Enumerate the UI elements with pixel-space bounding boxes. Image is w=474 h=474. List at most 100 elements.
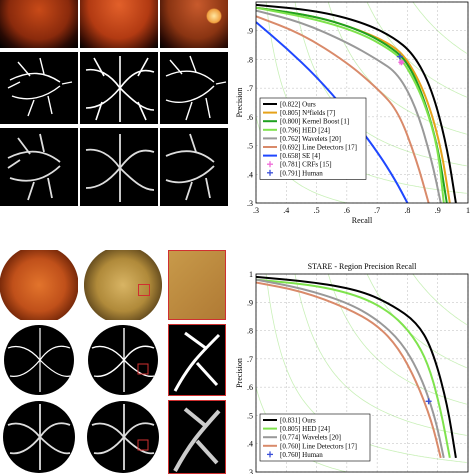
y-tick-label: .5 [247,142,253,151]
series-line-wavelets [256,9,442,203]
y-tick-label: .3 [247,199,253,208]
legend-label: [0.760] Human [280,451,323,459]
chart-title: STARE - Region Precision Recall [308,262,417,271]
y-tick-label: .8 [247,327,253,336]
series-line-line_detectors [256,15,430,203]
vessel-zoom-stare-gt [168,324,226,396]
legend-entry: [0.800] Kernel Boost [1] [263,118,349,126]
vessel-tree-drawing [4,325,74,395]
vessel-tree-drawing [165,133,215,201]
legend-entry: [0.805] N⁴fields [7] [263,109,335,117]
legend-entry: [0.760] Human [267,451,323,459]
vessel-map-drive-2 [80,52,158,124]
y-tick-label: 1 [249,270,253,279]
series-line-line_detectors [256,281,442,459]
vessel-map-stare-2 [84,324,162,396]
legend-entry: [0.822] Ours [263,101,316,109]
y-tick-label: .7 [247,84,253,93]
vessel-tree-drawing [7,133,61,201]
y-tick-label: .3 [247,468,253,474]
y-tick-label: .6 [247,113,253,122]
legend-box [259,97,367,180]
legend-entry: [0.781] CRFs [15] [267,161,332,169]
series-line-hed [256,278,451,459]
plot-frame [255,1,469,204]
iso-f-curve [327,2,467,135]
legend-entry: [0.831] Ours [263,417,316,425]
vessel-prediction-drive-2 [80,128,158,206]
iso-f-curve [412,2,468,54]
pr-chart-stare: .3 .4 .5 .6 .7 .8 .9 1 Precision STARE - Region P… [235,262,469,474]
fundus-image-drive-3 [160,0,228,48]
iso-f-curve [327,274,467,405]
legend-label: [0.658] SE [4] [280,152,320,160]
y-tick-label: .4 [247,170,253,179]
y-tick-label: .9 [247,27,253,36]
legend-label: [0.805] HED [24] [280,425,330,433]
legend-entry: [0.791] Human [267,169,323,177]
legend-entry: [0.774] Wavelets [20] [263,434,341,442]
series-line-hed [256,6,445,203]
vessel-map-drive-3 [160,52,228,124]
x-tick-label: .5 [314,206,320,215]
series-line-wavelets [256,278,445,459]
legend-label: [0.760] Line Detectors [17] [280,442,357,450]
legend: [0.831] Ours[0.805] HED [24][0.774] Wave… [259,413,371,462]
vessel-tree-drawing [88,325,158,395]
vessel-prediction-stare-2 [84,400,162,474]
vessel-tree-drawing [3,401,75,473]
legend: [0.822] Ours[0.805] N⁴fields [7][0.800] … [259,97,367,180]
x-axis-label: Recall [352,216,373,225]
legend-label: [0.800] Kernel Boost [1] [280,118,349,126]
x-tick-label: .4 [283,206,289,215]
legend-label: [0.796] HED [24] [280,126,330,134]
legend-entry: [0.796] HED [24] [263,126,330,134]
vessel-prediction-drive-3 [160,128,228,206]
vessel-map-stare-1 [0,324,78,396]
legend-label: [0.762] Wavelets [20] [280,135,341,143]
y-tick-label: .6 [247,383,253,392]
legend-entry: [0.805] HED [24] [263,425,330,433]
iso-f-curve [412,274,468,326]
iso-f-curve [366,2,467,98]
vessel-tree-drawing [85,134,155,202]
x-tick-label: .6 [344,206,350,215]
legend-label: [0.692] Line Detectors [17] [280,144,357,152]
vessel-zoom-stare-pred [168,400,226,474]
series-line-se [256,21,409,203]
vessel-tree-drawing [85,56,155,122]
vessel-map-drive-1 [0,52,78,124]
legend-entry: [0.760] Line Detectors [17] [263,442,357,450]
legend-label: [0.831] Ours [280,417,316,425]
fundus-image-stare-1 [0,250,78,320]
legend-label: [0.791] Human [280,169,323,177]
vessel-tree-drawing [87,401,159,473]
vessel-prediction-stare-1 [0,400,78,474]
x-tick-label: .3 [253,206,259,215]
y-tick-label: .5 [247,411,253,420]
y-tick-label: .7 [247,355,253,364]
optic-disc [206,8,222,24]
legend-label: [0.781] CRFs [15] [280,161,332,169]
fundus-image-drive-1 [0,0,78,48]
legend-label: [0.822] Ours [280,101,316,109]
x-tick-label: .8 [404,206,410,215]
legend-entry: [0.692] Line Detectors [17] [263,144,357,152]
marker-crfs [398,59,405,66]
legend-label: [0.805] N⁴fields [7] [280,109,335,117]
plot-frame [255,273,469,473]
x-tick-label: .9 [435,206,441,215]
legend-box [259,413,371,462]
fundus-image-drive-2 [80,0,158,48]
series-line-ours [256,275,457,459]
iso-f-curve [366,274,467,369]
marker-human [425,398,432,405]
legend-entry: [0.658] SE [4] [263,152,320,160]
x-tick-label: .7 [374,206,380,215]
vessel-prediction-drive-1 [0,128,78,206]
vessel-tree-drawing [173,331,221,392]
legend-label: [0.774] Wavelets [20] [280,434,341,442]
y-tick-label: .8 [247,55,253,64]
x-tick-label: 1 [466,206,470,215]
fundus-zoom-stare [168,250,226,320]
